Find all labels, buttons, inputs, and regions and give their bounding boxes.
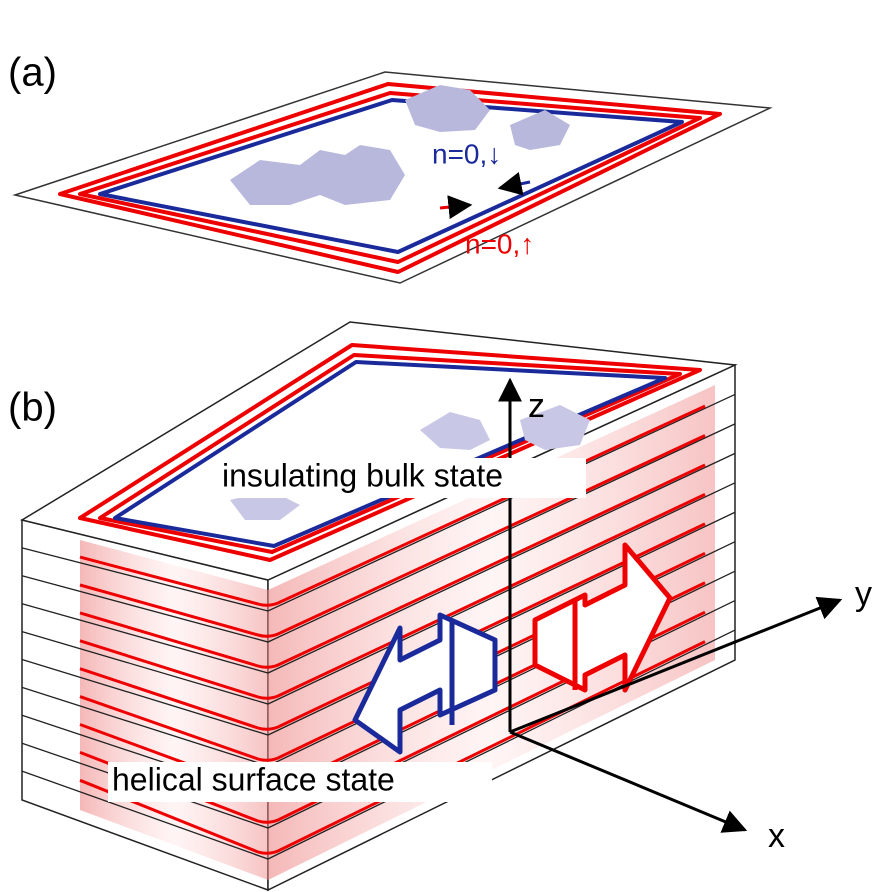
page: (a) n=0,↓ n=0,↑ (b) z y x insulating bbox=[0, 0, 875, 892]
panel-label: (b) bbox=[8, 386, 57, 430]
z-label: z bbox=[528, 387, 545, 425]
surface-label: helical surface state bbox=[112, 761, 395, 797]
x-label: x bbox=[768, 817, 785, 855]
bulk-label: insulating bulk state bbox=[222, 457, 503, 493]
down-state-label: n=0,↓ bbox=[432, 138, 501, 169]
panel-a: (a) n=0,↓ n=0,↑ bbox=[8, 51, 770, 283]
panel-label: (a) bbox=[8, 51, 57, 95]
panel-b: (b) z y x insulating bulk state helical … bbox=[8, 322, 872, 890]
y-label: y bbox=[855, 575, 872, 613]
x-axis bbox=[510, 732, 745, 830]
up-state-label: n=0,↑ bbox=[465, 228, 534, 259]
diagram: (a) n=0,↓ n=0,↑ (b) z y x insulating bbox=[0, 0, 875, 892]
